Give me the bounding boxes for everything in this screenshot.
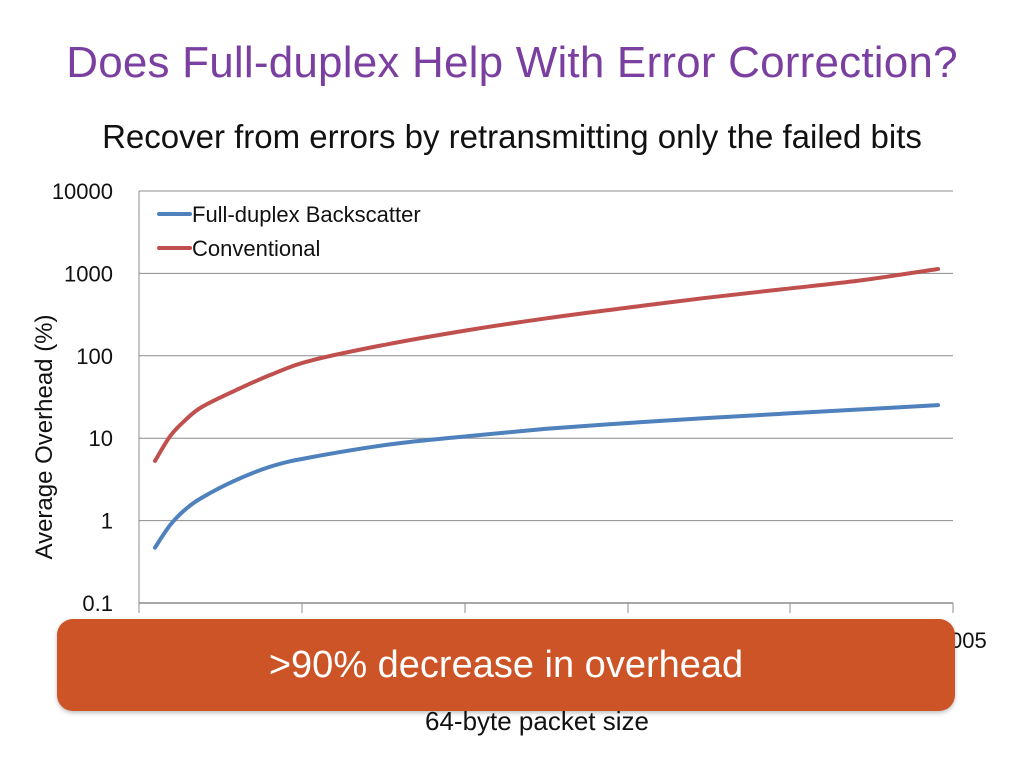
y-tick-label: 1000 <box>64 261 113 286</box>
series-lines <box>153 267 940 550</box>
x-axis-tick-label-partial: 005 <box>950 628 987 653</box>
y-tick-label: 10000 <box>52 179 113 204</box>
y-tick-label: 1 <box>101 509 113 534</box>
y-axis-label: Average Overhead (%) <box>31 314 58 559</box>
callout-text: >90% decrease in overhead <box>268 643 744 686</box>
y-axis-tick-labels: 10000 1000 100 10 1 0.1 <box>52 179 113 616</box>
y-tick-label: 100 <box>76 344 113 369</box>
y-tick-label: 10 <box>89 426 113 451</box>
series-line-full-duplex-backscatter <box>153 403 940 550</box>
series-line-conventional <box>153 267 940 463</box>
legend-label: Conventional <box>192 236 320 261</box>
legend: Full-duplex Backscatter Conventional <box>157 202 421 261</box>
slide-subtitle: Recover from errors by retransmitting on… <box>102 118 922 155</box>
slide-title: Does Full-duplex Help With Error Correct… <box>66 38 958 87</box>
overhead-callout-banner: >90% decrease in overhead <box>57 619 955 711</box>
x-axis-label: 64-byte packet size <box>424 706 649 736</box>
legend-label: Full-duplex Backscatter <box>192 202 421 227</box>
x-axis <box>138 191 954 613</box>
y-tick-label: 0.1 <box>82 591 113 616</box>
